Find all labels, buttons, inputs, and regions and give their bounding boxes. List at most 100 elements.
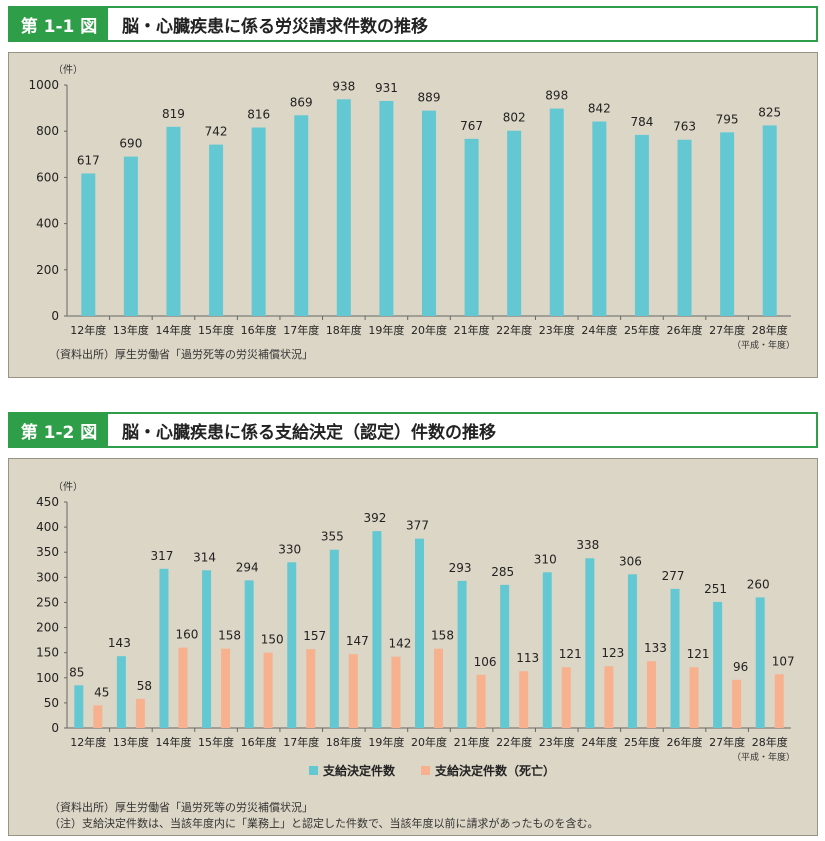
bar-secondary	[774, 674, 784, 728]
data-label: 617	[77, 153, 100, 167]
data-label: 784	[630, 115, 653, 129]
x-tick-label: 20年度	[411, 323, 447, 337]
bar-secondary	[93, 705, 103, 728]
data-label: 377	[406, 519, 429, 533]
data-label: 889	[418, 91, 441, 105]
y-tick-label: 150	[36, 646, 59, 660]
data-label: 96	[733, 660, 748, 674]
bar-primary	[415, 538, 424, 728]
fig1-header: 第 1-1 図 脳・心臓疾患に係る労災請求件数の推移	[8, 6, 818, 42]
data-label: 763	[673, 120, 696, 134]
data-label: 158	[218, 629, 241, 643]
bar-primary	[159, 568, 169, 728]
x-tick-label: 12年度	[70, 323, 106, 337]
x-tick-label: 16年度	[241, 735, 277, 749]
y-tick-label: 200	[36, 263, 59, 277]
bar-primary	[379, 100, 394, 316]
y-tick-label: 1000	[28, 78, 59, 92]
bar-secondary	[306, 649, 316, 728]
y-tick-label: 200	[36, 621, 59, 635]
data-label: 121	[559, 647, 582, 661]
data-label: 58	[137, 679, 152, 693]
data-label: 767	[460, 119, 483, 133]
data-label: 293	[449, 561, 472, 575]
data-label: 294	[236, 560, 259, 574]
y-tick-label: 600	[36, 170, 59, 184]
data-label: 260	[747, 577, 770, 591]
fig2-source: （資料出所）厚生労働省「過労死等の労災補償状況」	[49, 801, 313, 814]
bar-primary	[329, 549, 339, 728]
x-tick-label: 19年度	[368, 323, 404, 337]
bar-primary	[549, 108, 564, 316]
x-tick-label: 17年度	[283, 735, 319, 749]
bar-secondary	[476, 674, 486, 728]
bar-secondary	[519, 671, 529, 728]
fig2-note: （注）支給決定件数は、当該年度内に「業務上」と認定した件数で、当該年度以前に請求…	[49, 817, 599, 830]
x-tick-label: 21年度	[454, 323, 490, 337]
legend-label: 支給決定件数（死亡）	[434, 763, 555, 778]
x-tick-label: 25年度	[624, 735, 660, 749]
fig1-panel: （件） 0 200 400 600 800 1000 12年度 617 13年度 690 14年度 81…	[8, 52, 818, 378]
data-label: 825	[758, 105, 781, 119]
y-tick-label: 0	[51, 309, 59, 323]
x-era-note: （平成・年度）	[732, 339, 795, 351]
bar-primary	[202, 570, 212, 728]
data-label: 690	[119, 137, 142, 151]
bar-primary	[81, 173, 96, 316]
bar-primary	[634, 134, 649, 316]
bar-secondary	[561, 667, 571, 728]
y-unit-label: （件）	[53, 64, 83, 76]
data-label: 143	[108, 636, 131, 650]
x-tick-label: 21年度	[454, 735, 490, 749]
y-tick-label: 800	[36, 124, 59, 138]
fig1-source: （資料出所）厚生労働省「過労死等の労災補償状況」	[49, 348, 313, 361]
bar-primary	[166, 126, 181, 316]
y-tick-label: 450	[36, 495, 59, 509]
bar-primary	[720, 132, 735, 316]
data-label: 869	[290, 95, 313, 109]
y-tick-label: 50	[44, 696, 59, 710]
y-unit-label: （件）	[53, 481, 83, 493]
x-tick-label: 28年度	[752, 323, 788, 337]
data-label: 795	[716, 112, 739, 126]
bar-primary	[251, 127, 266, 316]
legend-swatch	[421, 766, 430, 775]
bar-secondary	[604, 666, 614, 728]
x-tick-label: 14年度	[155, 323, 191, 337]
y-tick-label: 350	[36, 545, 59, 559]
bar-secondary	[135, 698, 145, 728]
x-tick-label: 26年度	[667, 735, 703, 749]
bar-secondary	[732, 679, 742, 728]
data-label: 150	[261, 633, 284, 647]
y-tick-label: 400	[36, 520, 59, 534]
fig2-chart: （件） 0 50 100 150 200 250 300 350 400 450 12年度 85 45 13…	[36, 481, 795, 778]
x-tick-label: 18年度	[326, 735, 362, 749]
data-label: 133	[644, 641, 667, 655]
fig2-header: 第 1-2 図 脳・心臓疾患に係る支給決定（認定）件数の推移	[8, 412, 818, 448]
x-tick-label: 14年度	[155, 735, 191, 749]
bar-secondary	[178, 647, 188, 728]
bar-primary	[592, 121, 607, 316]
bar-primary	[464, 138, 479, 316]
bar-primary	[116, 656, 126, 728]
x-tick-label: 24年度	[581, 735, 617, 749]
x-tick-label: 22年度	[496, 323, 532, 337]
bar-primary	[677, 139, 692, 316]
y-tick-label: 100	[36, 671, 59, 685]
data-label: 157	[303, 629, 326, 643]
data-label: 142	[388, 637, 411, 651]
fig2-panel: （件） 0 50 100 150 200 250 300 350 400 450 12年度 85 45 13…	[8, 458, 818, 836]
data-label: 121	[687, 647, 710, 661]
data-label: 160	[176, 628, 199, 642]
y-tick-label: 400	[36, 217, 59, 231]
x-tick-label: 15年度	[198, 735, 234, 749]
legend-swatch	[309, 766, 318, 775]
bar-primary	[457, 580, 467, 728]
x-tick-label: 19年度	[368, 735, 404, 749]
x-tick-label: 27年度	[709, 735, 745, 749]
bar-primary	[74, 685, 84, 728]
data-label: 158	[431, 629, 454, 643]
x-tick-label: 12年度	[70, 735, 106, 749]
bar-primary	[585, 558, 595, 728]
data-label: 816	[247, 108, 270, 122]
